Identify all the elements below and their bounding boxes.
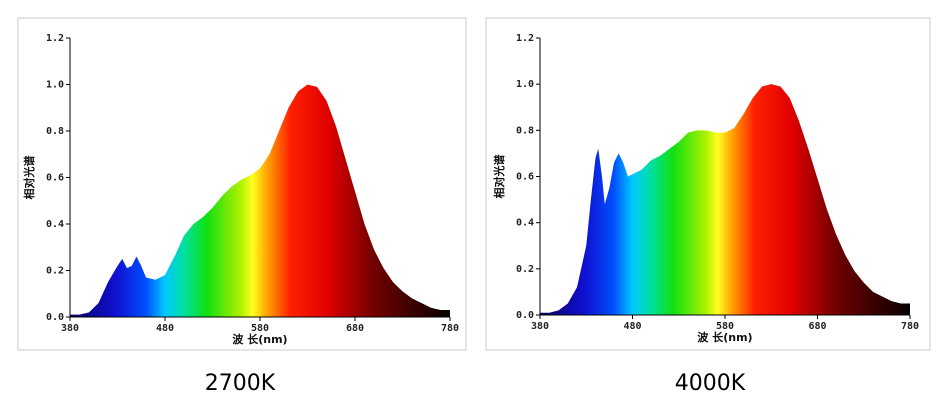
panel-frame [17, 17, 467, 351]
x-tick-label: 480 [156, 323, 174, 334]
x-tick-label: 380 [61, 323, 79, 334]
y-tick-label: 1.2 [516, 33, 534, 44]
y-tick-label: 0.4 [516, 218, 534, 229]
y-tick-label: 0.2 [46, 266, 64, 277]
x-tick-label: 780 [901, 321, 919, 332]
chart-caption: 2700K [205, 371, 276, 396]
panel-frame [485, 17, 931, 351]
x-axis-label: 波 长(nm) [232, 332, 287, 346]
y-tick-label: 0.2 [516, 264, 534, 275]
y-tick-label: 0.6 [516, 172, 534, 183]
y-tick-label: 1.2 [46, 33, 64, 44]
y-tick-label: 0.0 [46, 312, 64, 323]
x-tick-label: 680 [346, 323, 364, 334]
x-tick-label: 780 [441, 323, 459, 334]
y-tick-label: 0.8 [516, 125, 534, 136]
spectrum-area [540, 84, 910, 316]
x-tick-label: 380 [531, 321, 549, 332]
y-tick-label: 1.0 [46, 80, 64, 91]
x-tick-label: 580 [251, 323, 269, 334]
y-axis-label: 相对光谱 [492, 155, 506, 199]
y-tick-label: 0.0 [516, 310, 534, 321]
x-tick-label: 480 [623, 321, 641, 332]
chart-caption: 4000K [675, 371, 746, 396]
x-tick-label: 680 [808, 321, 826, 332]
spectrum-area [70, 84, 450, 317]
y-tick-label: 0.8 [46, 126, 64, 137]
y-tick-label: 0.6 [46, 173, 64, 184]
y-axis-label: 相对光谱 [22, 156, 36, 200]
x-axis-label: 波 长(nm) [697, 330, 752, 344]
x-tick-label: 580 [716, 321, 734, 332]
y-tick-label: 1.0 [516, 79, 534, 90]
y-tick-label: 0.4 [46, 219, 64, 230]
